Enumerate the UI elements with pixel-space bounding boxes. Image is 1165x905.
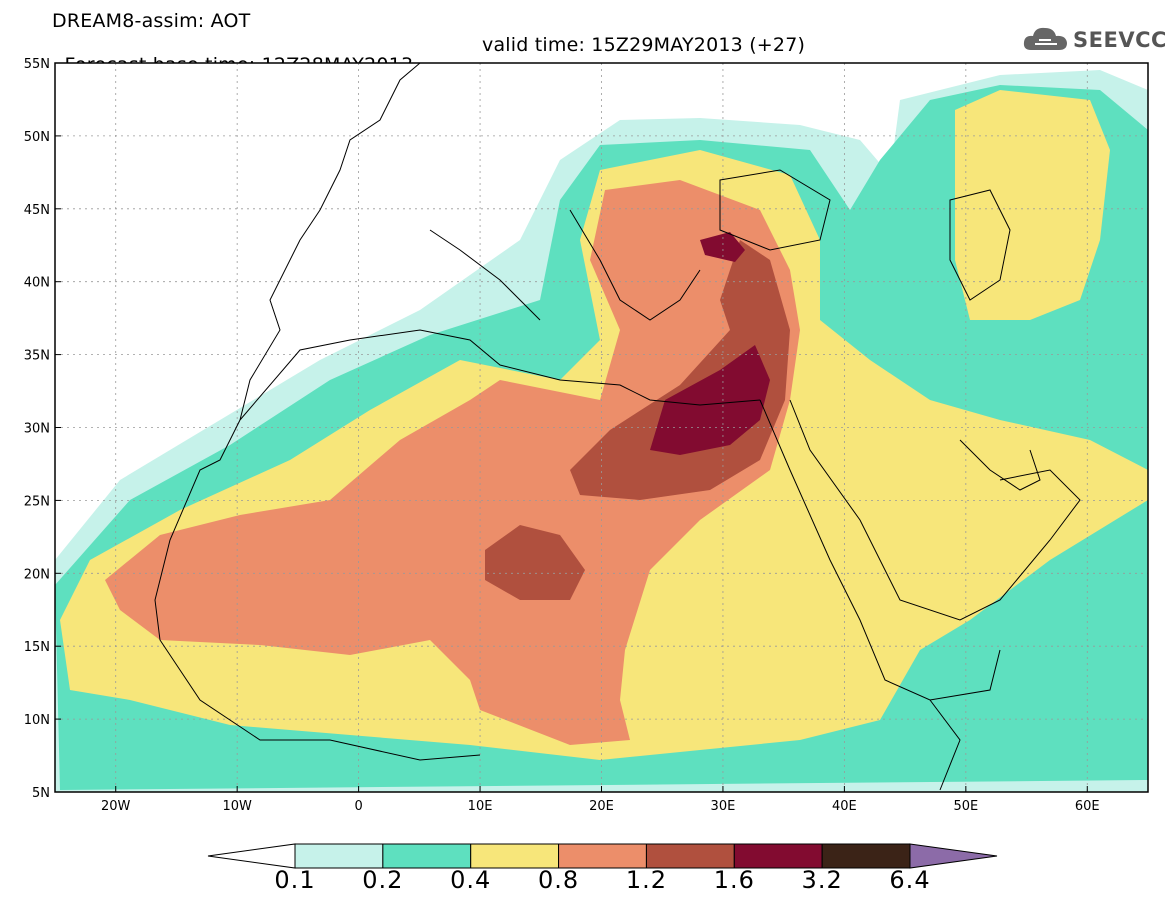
coastline-caspian — [949, 189, 1011, 301]
longitude-labels: 20W 10W 0 10E 20E 30E 40E 50E 60E — [101, 786, 1100, 814]
lat-tick-label: 50N — [24, 130, 50, 145]
coastline-mediterranean-south — [239, 329, 761, 421]
colorbar-segment — [558, 843, 647, 869]
cloud-icon — [1023, 27, 1067, 50]
lon-tick-label: 50E — [953, 799, 978, 814]
colorbar-segment — [733, 843, 823, 869]
coastline-europe — [239, 63, 421, 421]
colorbar-over-triangle — [909, 843, 998, 869]
colorbar-segment — [821, 843, 911, 869]
aot-band-0.4-caspian — [955, 90, 1110, 320]
lat-tick-label: 35N — [24, 349, 50, 364]
lat-tick-label: 45N — [24, 203, 50, 218]
coastlines — [154, 63, 1081, 791]
lat-tick-label: 5N — [32, 786, 50, 801]
coastline-red-sea — [759, 399, 1001, 701]
lat-tick-label: 10N — [24, 713, 50, 728]
lon-tick-label: 0 — [354, 799, 362, 814]
colorbar-label: 1.2 — [625, 866, 668, 894]
lon-tick-label: 20E — [589, 799, 614, 814]
seevccc-logo: SEEVCCC — [1021, 22, 1165, 56]
lat-tick-label: 20N — [24, 567, 50, 582]
colorbar-segment — [470, 843, 560, 869]
lat-tick-label: 40N — [24, 276, 50, 291]
colorbar-label: 0.8 — [537, 866, 580, 894]
colorbar — [207, 843, 998, 869]
logo-text: SEEVCCC — [1073, 28, 1165, 52]
colorbar-label: 1.6 — [713, 866, 755, 894]
lon-tick-label: 40E — [832, 799, 857, 814]
coastline-arabia — [789, 399, 1081, 621]
lon-tick-label: 10W — [222, 799, 252, 814]
lat-tick-label: 55N — [24, 57, 50, 72]
colorbar-label: 0.4 — [450, 866, 492, 894]
aot-band-0.8 — [105, 180, 800, 745]
lon-tick-label: 20W — [101, 799, 131, 814]
colorbar-label: 3.2 — [801, 866, 843, 894]
valid-time: valid time: 15Z29MAY2013 (+27) — [482, 34, 806, 56]
lat-tick-label: 25N — [24, 494, 50, 509]
lon-tick-label: 60E — [1075, 799, 1100, 814]
colorbar-label: 0.2 — [362, 866, 404, 894]
aot-field — [55, 63, 1148, 792]
lon-tick-label: 30E — [711, 799, 736, 814]
colorbar-segment — [382, 843, 472, 869]
lon-tick-label: 10E — [468, 799, 493, 814]
coastline-black-sea — [719, 169, 831, 251]
latitude-labels: 55N 50N 45N 40N 35N 30N 25N 20N 15N 10N 5N — [24, 57, 61, 801]
aot-band-1.2-chad — [485, 525, 585, 600]
colorbar-under-triangle — [207, 843, 296, 869]
colorbar-label: 6.4 — [889, 866, 931, 894]
lat-tick-label: 15N — [24, 640, 50, 655]
coastline-gulf — [959, 439, 1041, 491]
colorbar-label: 0.1 — [274, 866, 316, 894]
coastline-greece — [569, 209, 701, 321]
grid-lines — [55, 63, 1148, 792]
map-title: DREAM8-assim: AOT — [52, 10, 251, 32]
coastline-italy — [429, 229, 541, 321]
aot-band-1.6-aegean — [700, 232, 745, 262]
coastline-west-africa — [154, 419, 481, 761]
colorbar-segment — [645, 843, 735, 869]
lat-tick-label: 30N — [24, 422, 50, 437]
coastline-horn — [929, 699, 961, 791]
colorbar-segment — [294, 843, 384, 869]
